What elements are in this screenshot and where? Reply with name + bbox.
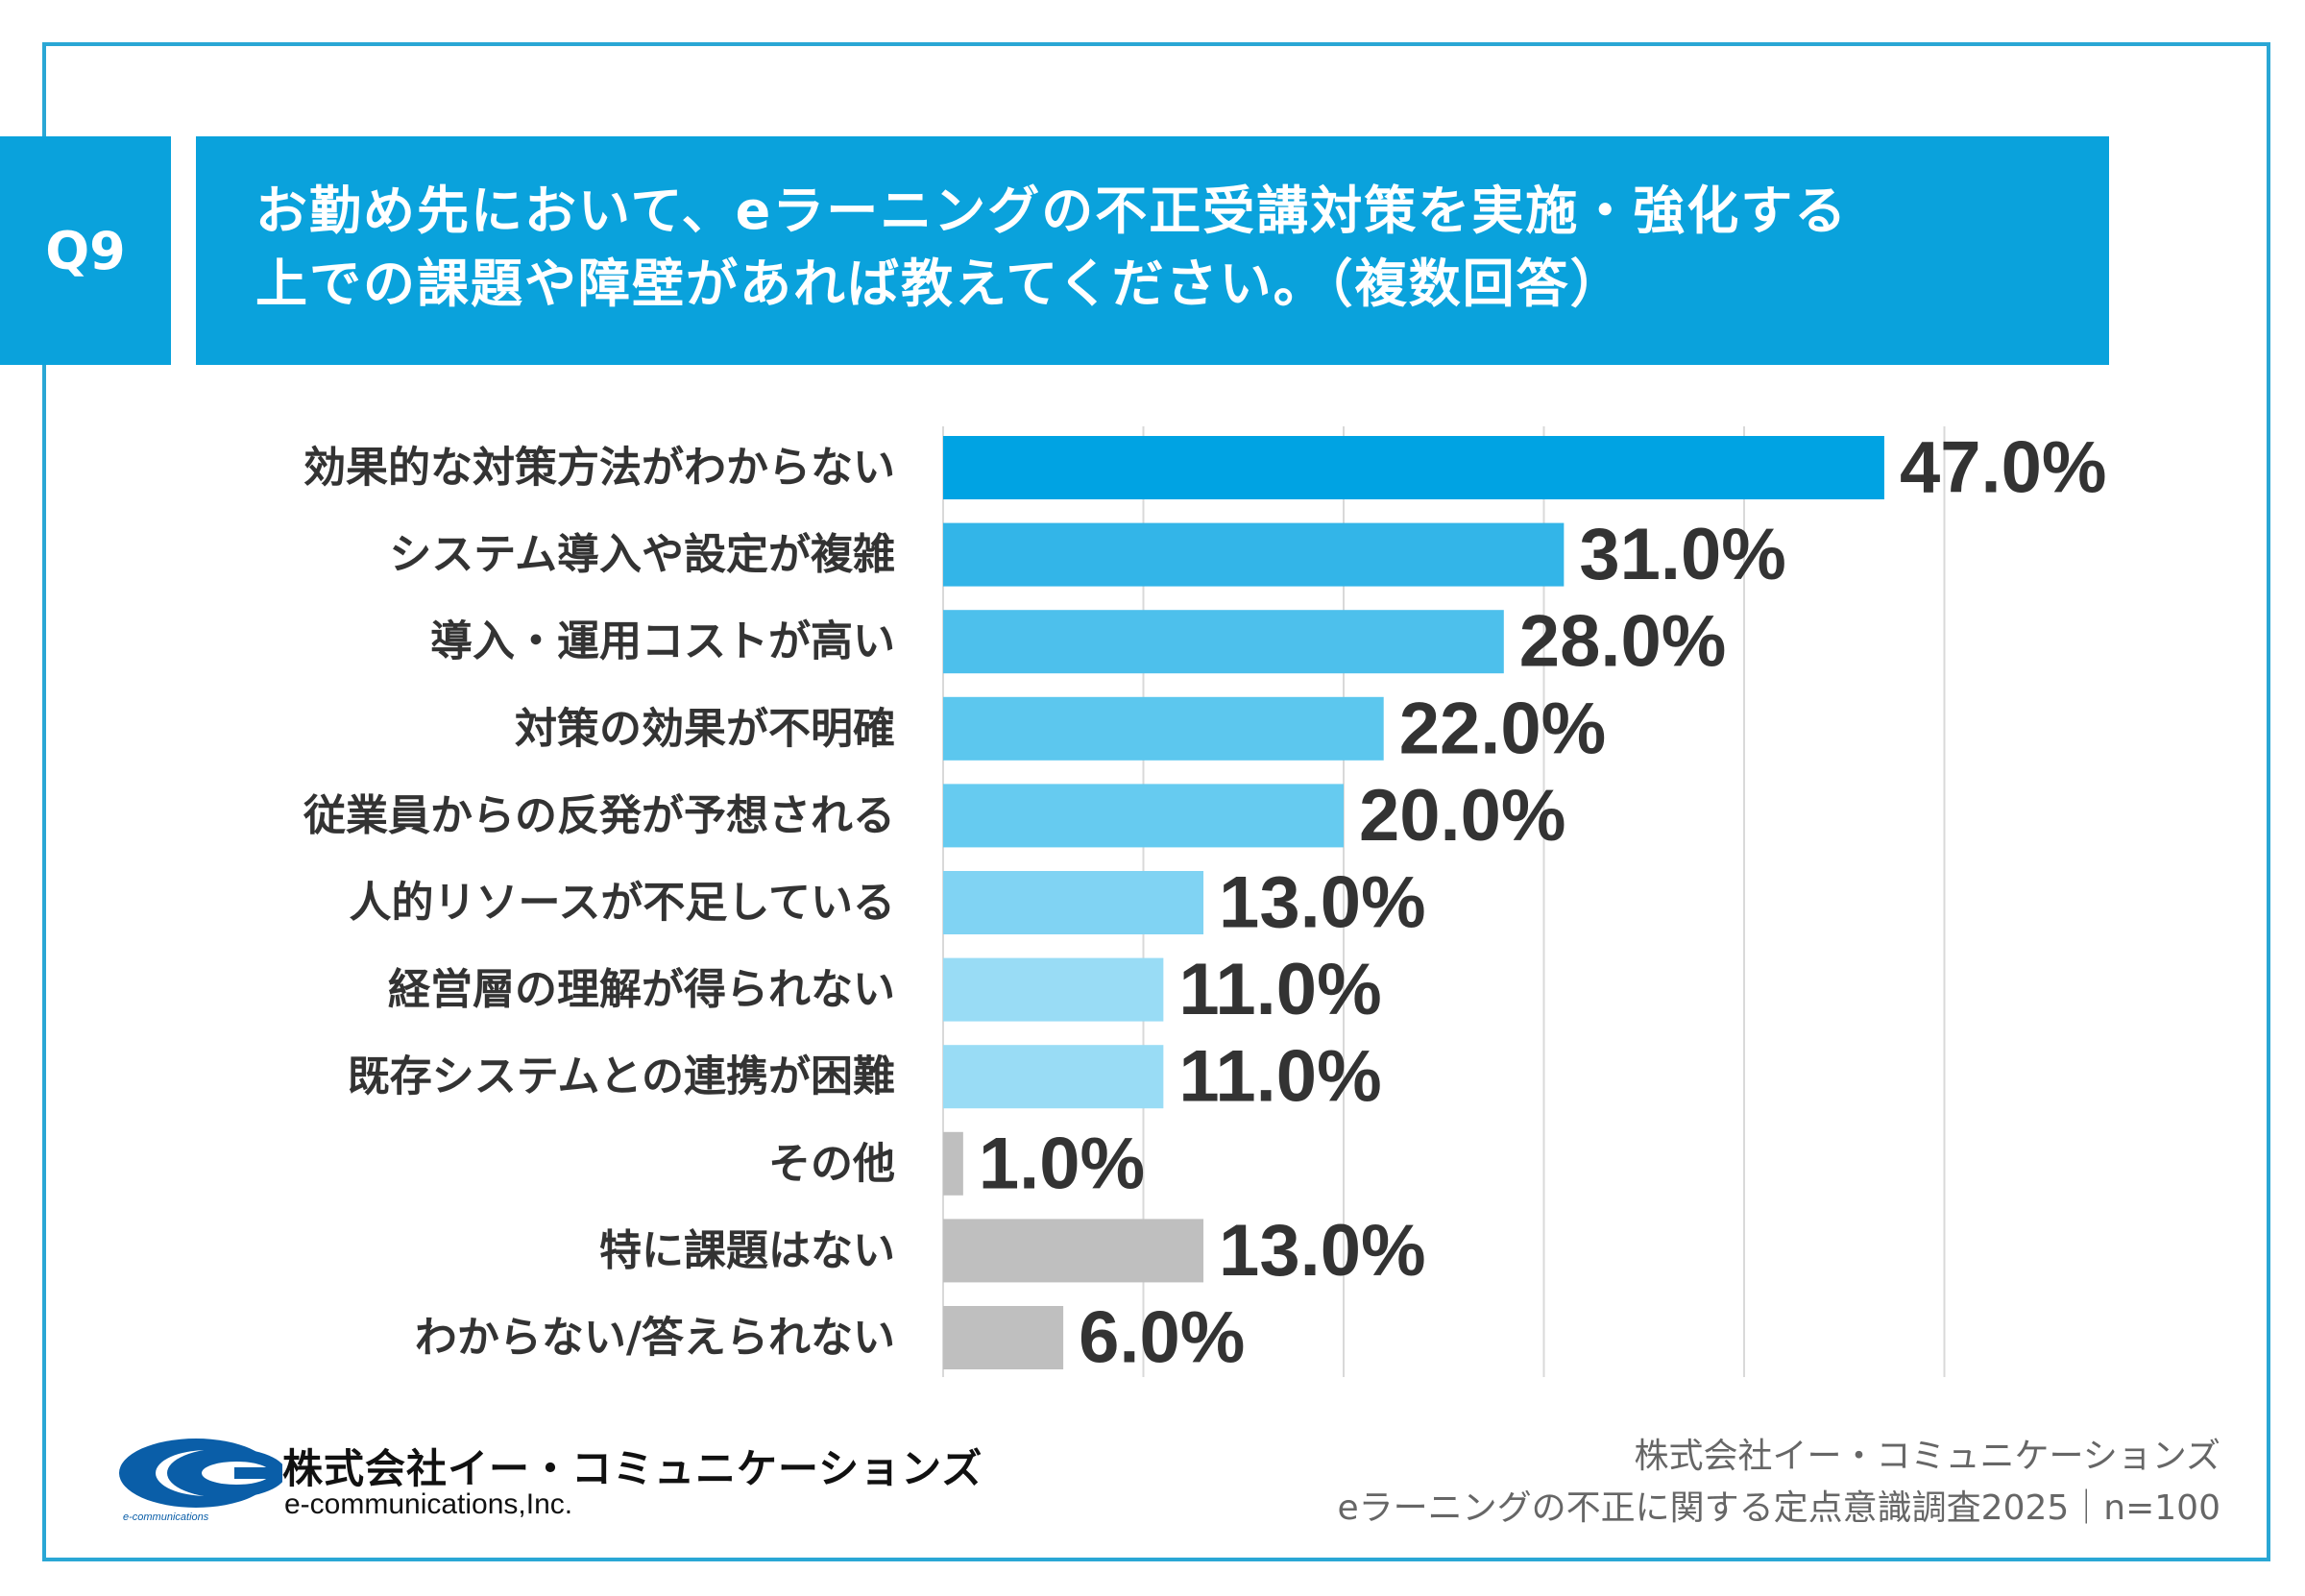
- bar: [943, 784, 1344, 848]
- bar: [943, 696, 1384, 761]
- bar: [943, 871, 1204, 934]
- category-label: 特に課題はない: [599, 1226, 895, 1275]
- value-label: 11.0%: [1178, 1036, 1381, 1118]
- bar: [943, 522, 1565, 587]
- logo-company-jp: 株式会社イー・コミュニケーションズ: [282, 1445, 983, 1492]
- logo-company-en: e-communications,Inc.: [284, 1488, 573, 1520]
- category-label: 人的リソースが不足している: [350, 879, 895, 928]
- bar: [943, 436, 1884, 499]
- source-line-2: eラーニングの不正に関する定点意識調査2025｜n=100: [1337, 1488, 2220, 1528]
- value-label: 28.0%: [1519, 601, 1727, 683]
- value-label: 11.0%: [1178, 949, 1381, 1030]
- question-title-line-1: お勤め先において、eラーニングの不正受講対策を実施・強化する: [255, 181, 1849, 241]
- logo-mark-icon: [119, 1439, 282, 1508]
- bar: [943, 957, 1164, 1022]
- category-label: 従業員からの反発が予想される: [303, 791, 895, 840]
- category-label: 導入・運用コストが高い: [430, 617, 895, 666]
- category-label: 経営層の理解が得られない: [388, 965, 895, 1014]
- bar: [943, 1045, 1164, 1109]
- value-label: 13.0%: [1219, 862, 1426, 944]
- value-label: 22.0%: [1399, 688, 1607, 769]
- company-logo: e-communications 株式会社イー・コミュニケーションズ e-com…: [119, 1433, 982, 1529]
- value-label: 13.0%: [1219, 1210, 1426, 1292]
- bar: [943, 1306, 1064, 1369]
- category-label: システム導入や設定が複雑: [389, 530, 895, 579]
- question-title-line-2: 上での課題や障壁があれば教えてください。（複数回答）: [255, 254, 1624, 314]
- bar: [943, 610, 1504, 674]
- category-label: 対策の効果が不明確: [515, 704, 895, 753]
- category-label: 既存システムとの連携が困難: [348, 1052, 895, 1101]
- category-label: その他: [768, 1139, 895, 1188]
- bar: [943, 1219, 1204, 1283]
- category-label: 効果的な対策方法がわからない: [303, 444, 895, 493]
- question-title-banner: お勤め先において、eラーニングの不正受講対策を実施・強化する 上での課題や障壁が…: [196, 136, 2109, 365]
- source-note: 株式会社イー・コミュニケーションズ eラーニングの不正に関する定点意識調査202…: [1338, 1431, 2220, 1535]
- value-label: 31.0%: [1579, 514, 1786, 595]
- value-label: 47.0%: [1900, 427, 2107, 509]
- value-label: 1.0%: [979, 1123, 1145, 1204]
- question-number-badge: Q9: [0, 136, 171, 365]
- source-line-1: 株式会社イー・コミュニケーションズ: [1634, 1437, 2220, 1476]
- value-label: 20.0%: [1359, 775, 1566, 857]
- logo-small-text: e-communications: [123, 1511, 209, 1523]
- bar: [943, 1131, 963, 1196]
- category-label: わからない/答えられない: [415, 1314, 895, 1363]
- question-number: Q9: [45, 220, 126, 281]
- value-label: 6.0%: [1079, 1297, 1245, 1379]
